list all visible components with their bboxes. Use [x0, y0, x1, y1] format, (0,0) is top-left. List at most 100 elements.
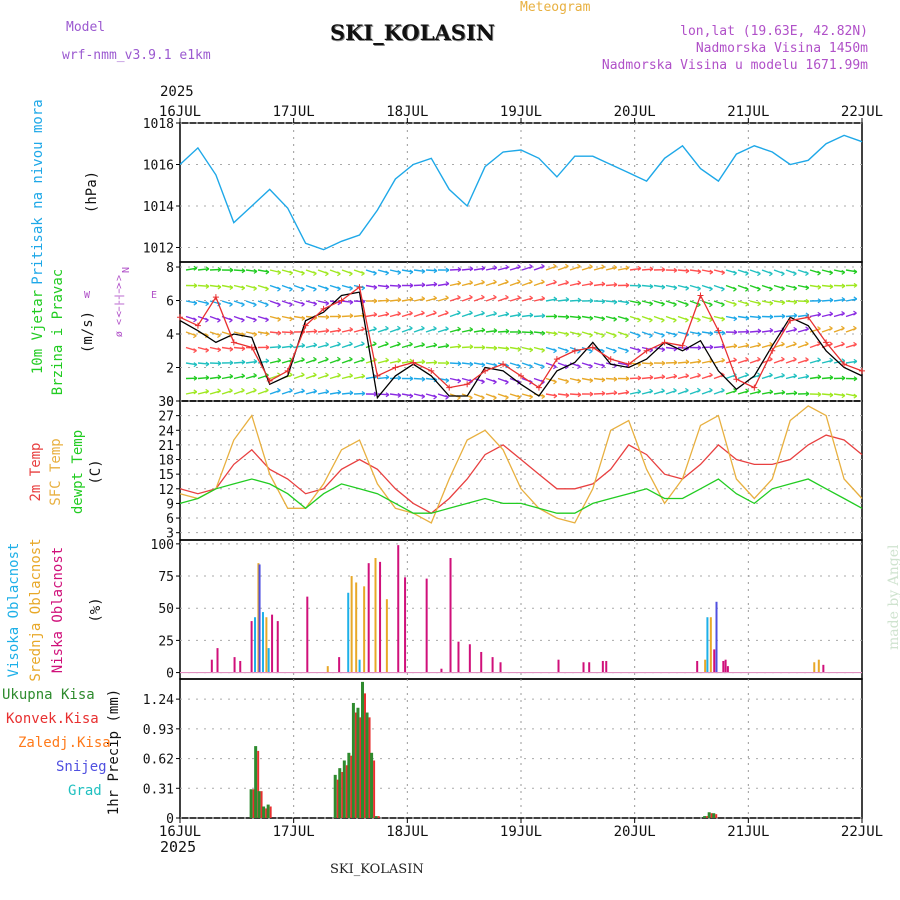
wind-arrow-head — [805, 326, 809, 332]
y-tick-label: 0 — [166, 395, 174, 410]
wind-arrow-head — [745, 329, 750, 335]
wind-arrow-head — [841, 393, 846, 399]
cloud-bar — [588, 662, 591, 673]
wind-arrow-head — [277, 302, 281, 308]
wind-arrow-head — [241, 268, 246, 274]
cloud-bar — [258, 564, 261, 673]
wind-model-marker — [859, 367, 865, 374]
wind-arrow-head — [577, 297, 582, 303]
wind-arrow-head — [637, 333, 641, 339]
wind-arrow-head — [781, 271, 785, 277]
wind-arrow — [389, 359, 401, 364]
wind-arrow-head — [481, 294, 485, 300]
wind-arrow — [821, 284, 834, 288]
wind-arrow — [617, 362, 629, 366]
wind-arrow-head — [193, 283, 198, 289]
wind-arrow — [773, 300, 785, 304]
wind-arrow-head — [565, 263, 569, 269]
wind-arrow — [761, 329, 773, 333]
wind-model-marker — [643, 347, 650, 354]
wind-arrow — [245, 360, 257, 364]
wind-arrow-head — [853, 310, 857, 316]
wind-arrow-head — [493, 328, 498, 334]
wind-arrow-head — [457, 378, 462, 384]
wind-arrow — [497, 330, 510, 333]
wind-arrow-head — [481, 265, 486, 271]
wind-arrow-head — [613, 299, 618, 305]
cloud-bar — [499, 662, 502, 673]
wind-arrow-head — [625, 389, 630, 395]
wind-arrow-head — [541, 313, 546, 319]
wind-arrow-head — [301, 388, 305, 394]
wind-arrow — [449, 345, 462, 349]
x-tick-label-bottom: 18JUL — [386, 824, 428, 840]
wind-arrow-head — [649, 317, 653, 323]
wind-arrow — [689, 331, 701, 335]
wind-arrow-head — [433, 359, 438, 365]
wind-arrow-head — [625, 376, 630, 382]
precip-conv-bar — [265, 808, 268, 818]
wind-model-marker — [266, 377, 273, 384]
wind-arrow — [365, 313, 377, 318]
y-tick-label: 18 — [158, 454, 174, 469]
precip-total-bar — [703, 816, 707, 818]
wind-arrow — [641, 376, 654, 380]
wind-arrow-head — [577, 378, 582, 384]
wind-arrow-head — [409, 376, 414, 382]
wind-arrow-head — [337, 372, 341, 378]
wind-arrow — [497, 346, 510, 350]
wind-arrow — [833, 269, 845, 274]
cloud-bar — [709, 617, 712, 673]
wind-arrow — [329, 391, 341, 395]
y-tick-label: 0 — [166, 667, 174, 682]
wind-arrow — [185, 267, 197, 271]
wind-arrow — [593, 283, 605, 287]
wind-model-marker — [571, 347, 578, 354]
year-top: 2025 — [160, 84, 194, 100]
x-tick-label-bottom: 21JUL — [727, 824, 769, 840]
wind-arrow-head — [637, 317, 641, 323]
wind-arrow-head — [589, 378, 594, 384]
wind-arrow-head — [805, 298, 810, 304]
wind-arrow-head — [217, 284, 222, 290]
wind-arrow-head — [361, 373, 366, 379]
wind-arrow-head — [253, 317, 257, 323]
wind-arrow-head — [541, 393, 546, 399]
wind-arrow-head — [793, 313, 798, 319]
wind-arrow — [461, 268, 474, 271]
wind-arrow-head — [829, 325, 833, 331]
wind-arrow-head — [589, 391, 594, 397]
wind-arrow-head — [661, 284, 666, 290]
wind-arrow-head — [445, 267, 450, 273]
x-tick-label-bottom: 22JUL — [841, 824, 883, 840]
wind-arrow-head — [469, 395, 473, 401]
wind-arrow-head — [793, 299, 798, 305]
compass-e: E — [151, 290, 157, 301]
wind-arrow-head — [409, 269, 414, 275]
wind-arrow-head — [505, 379, 509, 385]
wind-arrow — [713, 315, 725, 320]
wind-arrow-head — [577, 364, 581, 370]
wind-arrow — [761, 300, 773, 304]
wind-arrow — [809, 313, 821, 318]
wind-model-marker — [733, 376, 740, 383]
wind-arrow — [353, 392, 366, 395]
wind-arrow-head — [565, 331, 570, 337]
wind-arrow-head — [577, 280, 582, 286]
meteogram-title: Meteogram — [520, 0, 591, 15]
y-tick-label: 0.31 — [143, 782, 174, 797]
wind-arrow — [341, 328, 353, 333]
wind-arrow — [605, 283, 618, 287]
wind-arrow-head — [709, 302, 713, 308]
y-tick-label: 15 — [158, 468, 174, 483]
wind-arrow-head — [217, 332, 221, 338]
wind-model-marker — [805, 314, 812, 321]
wind-arrow-head — [325, 300, 330, 306]
wind-arrow — [341, 392, 354, 395]
wind-arrow-head — [589, 348, 593, 354]
wind-arrow-head — [613, 264, 618, 270]
wind-arrow-head — [601, 298, 606, 304]
wind-arrow-head — [853, 325, 857, 331]
precip-total-bar — [347, 752, 351, 818]
wind-arrow-head — [781, 300, 786, 306]
